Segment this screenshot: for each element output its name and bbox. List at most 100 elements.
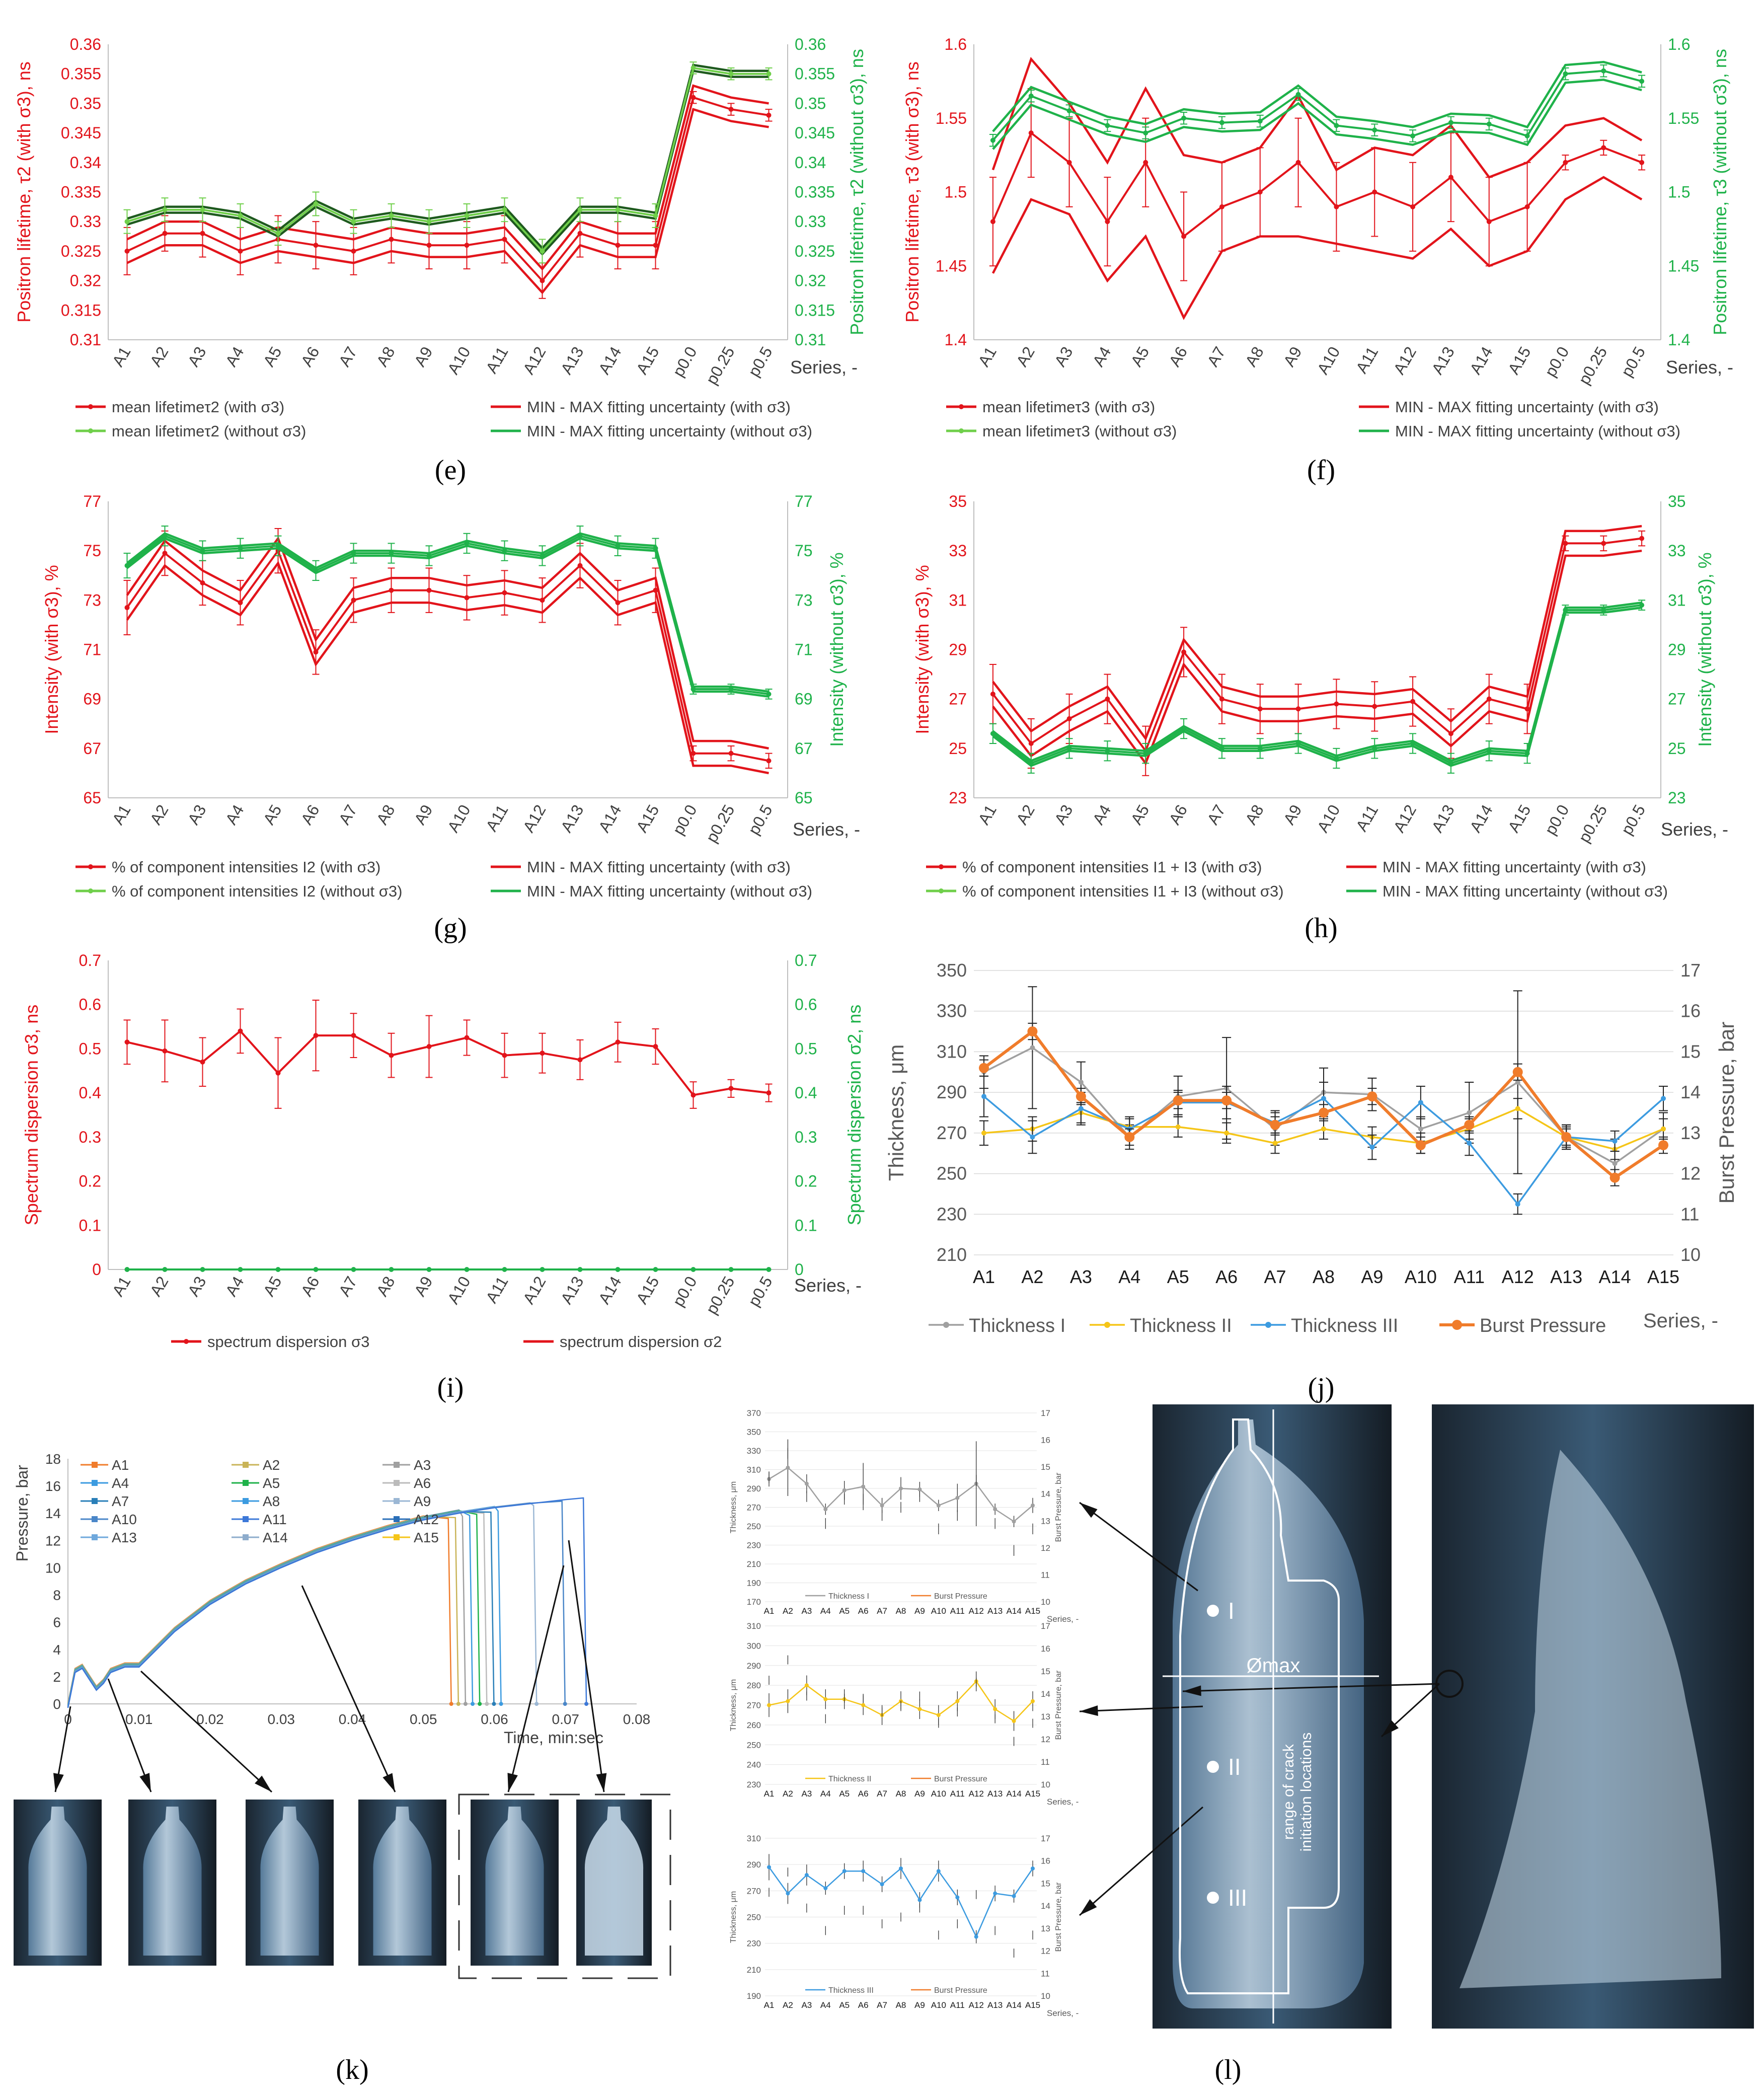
data-point [1066, 108, 1072, 114]
data-point [238, 1267, 243, 1272]
y-tick-left: 0.1 [79, 1216, 101, 1234]
pointer-line [1079, 1806, 1203, 1916]
data-point [1661, 1126, 1666, 1132]
y-title-left: Positron lifetime, τ3 (with σ3), ns [902, 61, 923, 323]
x-tick: A4 [1118, 1266, 1140, 1287]
legend-label: A14 [263, 1530, 288, 1545]
data-point [426, 1044, 432, 1050]
y-tick-right: 69 [795, 690, 813, 708]
x-tick: A15 [633, 802, 663, 836]
data-point [1372, 127, 1377, 133]
data-point [577, 533, 583, 539]
data-point [389, 213, 394, 218]
data-point [502, 548, 507, 554]
legend-label: A8 [263, 1493, 280, 1509]
legend-marker [243, 1498, 249, 1504]
y-tick-right: 0 [795, 1260, 804, 1279]
y-tick-left: 23 [949, 789, 967, 807]
y-tick-left: 0.2 [79, 1172, 101, 1190]
x-tick: A15 [1647, 1266, 1679, 1287]
arrow-head [382, 1773, 395, 1792]
legend-label: A1 [112, 1457, 129, 1473]
x-tick: A7 [877, 1789, 887, 1799]
arrow-head [1080, 1503, 1098, 1518]
band-max-line [991, 56, 1643, 179]
data-point [804, 1683, 809, 1688]
legend-marker [1265, 1322, 1271, 1328]
burst-frame [458, 1793, 671, 1979]
x-tick: A14 [1599, 1266, 1631, 1287]
legend-label: mean lifetimeτ2 (without σ3) [112, 422, 306, 440]
x-tick: A7 [335, 344, 361, 370]
x-tick: A3 [801, 1789, 812, 1799]
x-tick: p0.5 [744, 344, 776, 380]
y-tick-left: 270 [747, 1701, 761, 1710]
x-tick: A9 [411, 802, 436, 828]
panel-caption: (f) [1307, 455, 1335, 486]
data-point [389, 237, 394, 242]
x-tick: A9 [914, 2000, 925, 2010]
data-point [1031, 1699, 1035, 1703]
y-tick-right: 0.7 [795, 951, 817, 969]
data-point [1012, 1519, 1016, 1524]
x-tick: A6 [297, 1274, 323, 1300]
data-point [1078, 1106, 1084, 1111]
bottle-photo [28, 1807, 87, 1956]
y-tick-left: 300 [747, 1641, 761, 1651]
x-tick: A3 [801, 2000, 812, 2010]
data-point [1563, 607, 1568, 613]
x-tick: A5 [260, 1274, 285, 1300]
data-point [615, 1267, 621, 1272]
x-tick: A9 [1280, 802, 1306, 828]
data-point [899, 1866, 903, 1870]
data-point [162, 207, 168, 212]
x-tick: A4 [820, 1606, 831, 1616]
legend-label: Burst Pressure [934, 1592, 987, 1601]
x-tick: A2 [783, 1789, 793, 1799]
y-tick-right: 65 [795, 789, 813, 807]
x-tick: A2 [1021, 1266, 1043, 1287]
y-title-left: Positron lifetime, τ2 (with σ3), ns [14, 61, 34, 323]
x-tick: A9 [1361, 1266, 1383, 1287]
legend-label: % of component intensities I2 (without σ… [112, 882, 402, 900]
y-tick-right: 14 [1680, 1082, 1701, 1102]
panel-j-chart: 210 230 250 270 290 310 330 350 10 11 12 13 14 15 16 17… [884, 960, 1738, 1403]
data-point [1078, 1079, 1084, 1085]
data-point [1295, 92, 1301, 97]
y-tick-right: 0.34 [795, 154, 826, 172]
data-point [124, 563, 130, 568]
y-tick-right: 16 [1680, 1001, 1701, 1021]
y-tick-left: 250 [937, 1163, 967, 1184]
data-point [804, 1873, 809, 1878]
y-tick-left: 33 [949, 542, 967, 560]
y-tick-left: 0.5 [79, 1039, 101, 1058]
y-tick-left: 27 [949, 690, 967, 708]
data-point [540, 1267, 545, 1272]
data-point [1524, 706, 1530, 712]
panel-caption: (j) [1308, 1372, 1335, 1403]
data-point [955, 1895, 960, 1900]
y-tick-left: 290 [747, 1661, 761, 1671]
x-title: Series, - [794, 1275, 862, 1296]
y-title-right: Intensity (without σ3), % [1695, 552, 1715, 746]
y-tick-left: 350 [937, 960, 967, 981]
data-point [275, 1070, 281, 1076]
data-point [955, 1495, 960, 1500]
y-title-right: Burst Pressure, bar [1054, 1670, 1063, 1740]
data-point [1515, 1202, 1520, 1207]
data-point [1295, 741, 1301, 746]
data-point [1372, 745, 1377, 751]
pointer-line [1079, 1502, 1198, 1592]
arrow-head [255, 1775, 272, 1792]
data-point [1066, 745, 1072, 751]
data-point [766, 691, 772, 697]
marker-label: II [1228, 1754, 1241, 1780]
data-point [1319, 1107, 1329, 1118]
data-point [1030, 1134, 1035, 1140]
legend-label: mean lifetimeτ3 (without σ3) [982, 422, 1177, 440]
legend-marker [92, 1480, 98, 1486]
x-tick: A12 [519, 344, 550, 378]
y-tick-right: 13 [1041, 1712, 1050, 1722]
x-tick: A13 [987, 1606, 1003, 1616]
x-tick: A13 [1428, 802, 1458, 836]
